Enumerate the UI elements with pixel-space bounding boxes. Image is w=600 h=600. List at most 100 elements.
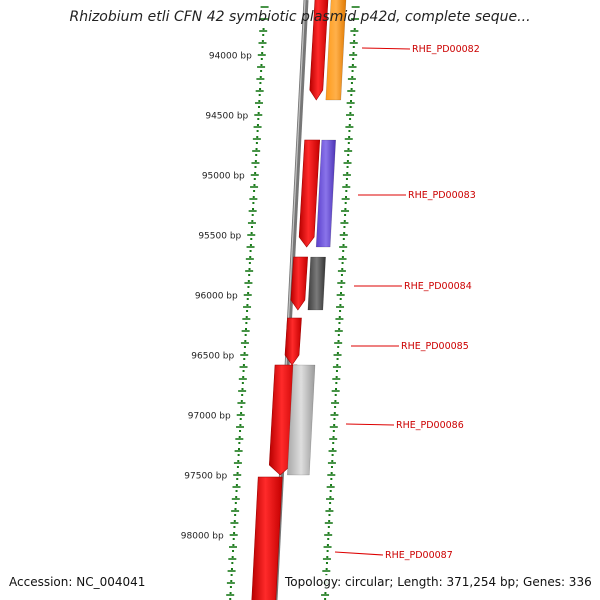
gene-feature-bar[interactable]: [325, 0, 347, 101]
ruler-dot: [231, 556, 234, 558]
ruler-dot: [335, 382, 338, 384]
ruler-dot: [333, 424, 336, 426]
gene-arrow[interactable]: [251, 476, 283, 600]
ruler-dot: [324, 592, 327, 594]
ruler-dot: [332, 442, 335, 444]
ruler-dot: [351, 64, 354, 66]
ruler-dot: [248, 268, 251, 270]
gene-label-3[interactable]: RHE_PD00084: [404, 281, 472, 292]
ruler-dot: [328, 514, 331, 516]
gene-arrow[interactable]: [290, 256, 308, 311]
ruler-dot: [260, 58, 263, 60]
ruler-dot: [229, 592, 232, 594]
ruler-dot: [233, 520, 236, 522]
ruler-dot: [240, 412, 243, 414]
gene-5[interactable]: [268, 364, 316, 476]
ruler-dot: [232, 544, 235, 546]
ruler-dot: [253, 190, 256, 192]
ruler-dot: [345, 178, 348, 180]
ruler-dot: [249, 244, 252, 246]
gene-feature-bar[interactable]: [307, 256, 326, 311]
ruler-dot: [327, 526, 330, 528]
ruler-dot: [349, 112, 352, 114]
gene-leader-line: [361, 47, 411, 50]
ruler-dot: [348, 130, 351, 132]
ruler-dot: [247, 292, 250, 294]
gene-label-5[interactable]: RHE_PD00086: [396, 420, 464, 431]
ruler-dot: [244, 340, 247, 342]
ruler-dot: [340, 280, 343, 282]
gene-4[interactable]: [284, 317, 302, 366]
ruler-dot: [261, 46, 264, 48]
ruler-dot: [237, 454, 240, 456]
gene-arrow[interactable]: [309, 0, 329, 101]
ruler-dot: [236, 478, 239, 480]
ruler-dot: [334, 394, 337, 396]
gene-arrow[interactable]: [284, 317, 302, 366]
ruler-dot: [347, 148, 350, 150]
ruler-ticks-left: [226, 6, 269, 600]
ruler-dot: [325, 568, 328, 570]
ruler-dot: [352, 58, 355, 60]
gene-2[interactable]: [298, 139, 336, 248]
ruler-dot: [243, 346, 246, 348]
ruler-dot: [235, 484, 238, 486]
gene-track: [251, 0, 347, 600]
gene-label-1[interactable]: RHE_PD00082: [412, 44, 480, 55]
ruler-label: 94000 bp: [209, 52, 252, 62]
ruler-label: 98000 bp: [181, 532, 224, 542]
ruler-dot: [238, 442, 241, 444]
ruler-dot: [326, 556, 329, 558]
ruler-dot: [235, 490, 238, 492]
ruler-dot: [240, 400, 243, 402]
ruler-dot: [259, 76, 262, 78]
gene-arrow[interactable]: [298, 139, 321, 248]
ruler-dot: [347, 142, 350, 144]
ruler-dot: [342, 238, 345, 240]
ruler-dot: [243, 352, 246, 354]
gene-feature-bar[interactable]: [315, 139, 336, 248]
gene-3[interactable]: [290, 256, 326, 311]
ruler-dot: [255, 142, 258, 144]
ruler-dot: [256, 130, 259, 132]
ruler-dot: [251, 220, 254, 222]
gene-label-4[interactable]: RHE_PD00085: [401, 341, 469, 352]
ruler-dot: [235, 496, 238, 498]
gene-label-2[interactable]: RHE_PD00083: [408, 190, 476, 201]
ruler-dot: [349, 118, 352, 120]
ruler-dot: [253, 178, 256, 180]
gene-label-6[interactable]: RHE_PD00087: [385, 550, 453, 561]
ruler-dot: [257, 112, 260, 114]
ruler-dot: [244, 334, 247, 336]
ruler-dot: [250, 238, 253, 240]
ruler-dot: [246, 310, 249, 312]
ruler-dot: [330, 466, 333, 468]
map-title: Rhizobium etli CFN 42 symbiotic plasmid …: [69, 9, 531, 25]
ruler-label: 96000 bp: [195, 292, 238, 302]
ruler-dot: [262, 28, 265, 30]
ruler-labels: 94000 bp 94500 bp 95000 bp 95500 bp 96000 bp…: [181, 52, 252, 542]
ruler-dot: [336, 364, 339, 366]
ruler-dot: [346, 172, 349, 174]
ruler-dot: [257, 118, 260, 120]
ruler-label: 96500 bp: [191, 352, 234, 362]
ruler-dot: [344, 214, 347, 216]
ruler-dot: [256, 136, 259, 138]
ruler-dot: [353, 28, 356, 30]
ruler-dot: [241, 382, 244, 384]
ruler-dot: [255, 154, 258, 156]
ruler-dot: [340, 286, 343, 288]
ruler-dot: [345, 190, 348, 192]
gene-6[interactable]: [251, 476, 283, 600]
ruler-dot: [233, 532, 236, 534]
ruler-dot: [331, 448, 334, 450]
ruler-dot: [241, 388, 244, 390]
ruler-dot: [247, 280, 250, 282]
ruler-dot: [239, 418, 242, 420]
gene-feature-bar[interactable]: [287, 364, 316, 476]
gene-labels: RHE_PD00082 RHE_PD00083 RHE_PD00084 RHE_PD0…: [334, 44, 480, 561]
ruler-dot: [353, 34, 356, 36]
gene-1[interactable]: [309, 0, 347, 101]
ruler-dot: [245, 322, 248, 324]
